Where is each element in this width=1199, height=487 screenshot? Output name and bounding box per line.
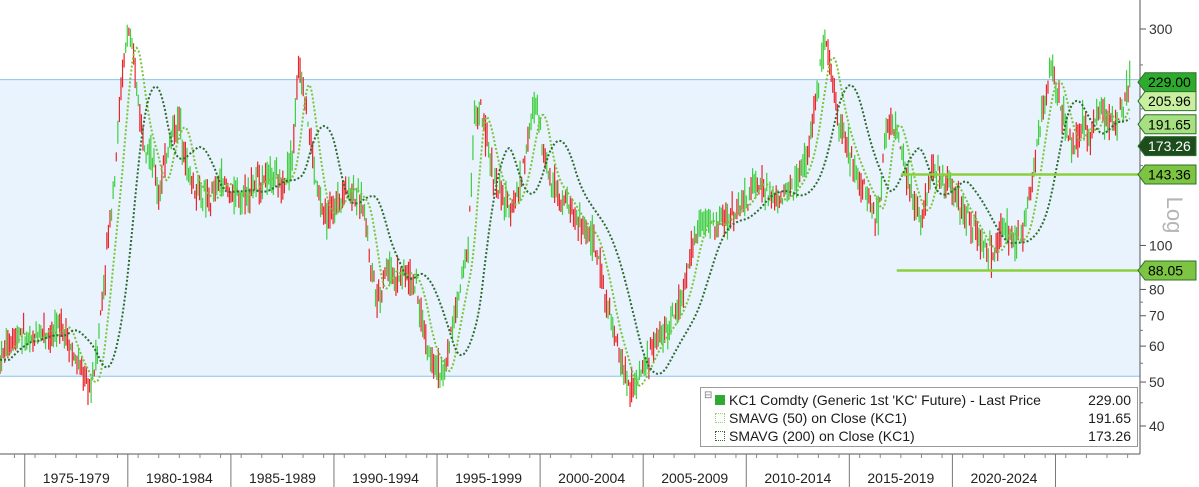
value-tag — [1137, 260, 1197, 281]
legend-item-value: 191.65 — [1088, 410, 1131, 426]
legend-swatch-sma50 — [715, 413, 725, 423]
legend-collapse-icon[interactable]: ⊟ — [704, 390, 713, 401]
value-tag — [1137, 136, 1197, 157]
sma50-line — [0, 46, 1131, 387]
legend-swatch-price — [715, 395, 725, 405]
legend-item-price: KC1 Comdty (Generic 1st 'KC' Future) - L… — [701, 391, 1131, 409]
value-tag-label: 229.00 — [1148, 74, 1191, 90]
value-tag — [1137, 72, 1197, 93]
legend-item-value: 173.26 — [1088, 428, 1131, 444]
x-tick-label: 2020-2024 — [970, 470, 1037, 486]
legend-item-label: SMAVG (50) on Close (KC1) — [729, 410, 907, 426]
value-tag-label: 205.96 — [1148, 93, 1191, 109]
y-tick-label: 300 — [1149, 21, 1173, 37]
value-tag-label: 173.26 — [1148, 138, 1191, 154]
value-tag-label: 143.36 — [1148, 166, 1191, 182]
x-tick-label: 1995-1999 — [455, 470, 522, 486]
y-axis: 40 50 60 70 80 100 300 — [1139, 0, 1173, 454]
y-tick-label: 70 — [1149, 308, 1165, 324]
x-tick-label: 2010-2014 — [764, 470, 831, 486]
band-fill — [0, 79, 1140, 377]
legend-item-sma200: SMAVG (200) on Close (KC1) 173.26 — [701, 427, 1131, 445]
value-tag-label: 88.05 — [1148, 263, 1183, 279]
x-tick-label: 2005-2009 — [661, 470, 728, 486]
legend-item-sma50: SMAVG (50) on Close (KC1) 191.65 — [701, 409, 1131, 427]
value-tag — [1137, 164, 1197, 185]
x-axis: 1975-1979 1980-1984 1985-1989 1990-1994 1995… — [0, 453, 1140, 487]
x-tick-label: 2015-2019 — [867, 470, 934, 486]
x-tick-label: 1985-1989 — [249, 470, 316, 486]
y-axis-scale-label: Log — [1162, 197, 1187, 234]
legend-item-label: KC1 Comdty (Generic 1st 'KC' Future) - L… — [729, 392, 1041, 408]
price-series — [0, 24, 1131, 408]
x-tick-label: 1990-1994 — [352, 470, 419, 486]
sma200-line — [0, 84, 1131, 375]
legend-swatch-sma200 — [715, 431, 725, 441]
x-tick-label: 1980-1984 — [146, 470, 213, 486]
legend-item-value: 229.00 — [1088, 392, 1131, 408]
value-tag-label: 191.65 — [1148, 116, 1191, 132]
price-band — [0, 79, 1140, 377]
y-tick-label: 50 — [1149, 374, 1165, 390]
value-tag — [1137, 114, 1197, 135]
legend-item-label: SMAVG (200) on Close (KC1) — [729, 428, 915, 444]
y-tick-label: 40 — [1149, 418, 1165, 434]
y-tick-label: 80 — [1149, 281, 1165, 297]
legend: ⊟ KC1 Comdty (Generic 1st 'KC' Future) -… — [700, 387, 1138, 447]
y-tick-label: 60 — [1149, 338, 1165, 354]
y-tick-label: 100 — [1149, 237, 1173, 253]
horizontal-lines — [896, 173, 1140, 272]
x-tick-label: 1975-1979 — [43, 470, 110, 486]
value-tag — [1137, 91, 1197, 112]
moving-averages — [0, 46, 1131, 387]
x-tick-label: 2000-2004 — [558, 470, 625, 486]
value-tags: 229.00 205.96 191.65 173.26 143.36 88.05 — [1137, 72, 1197, 281]
